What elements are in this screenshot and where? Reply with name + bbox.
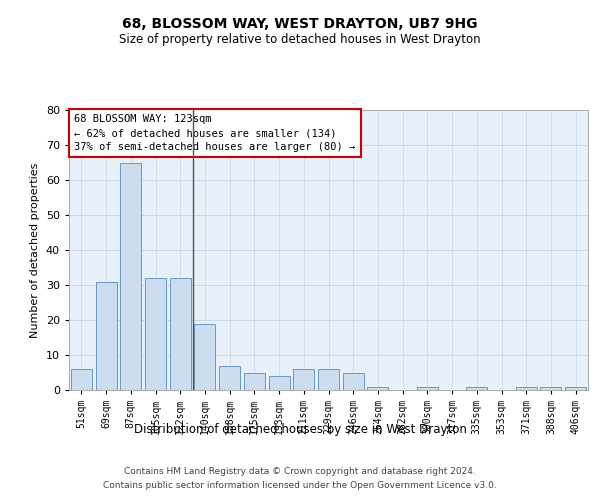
Bar [95,282,116,390]
Bar [120,162,141,390]
Bar [244,372,265,390]
Bar [71,369,92,390]
Text: Size of property relative to detached houses in West Drayton: Size of property relative to detached ho… [119,32,481,46]
Text: Contains public sector information licensed under the Open Government Licence v3: Contains public sector information licen… [103,481,497,490]
Bar [145,278,166,390]
Bar [194,324,215,390]
Bar [170,278,191,390]
Text: Contains HM Land Registry data © Crown copyright and database right 2024.: Contains HM Land Registry data © Crown c… [124,468,476,476]
Bar [318,369,339,390]
Text: 68 BLOSSOM WAY: 123sqm
← 62% of detached houses are smaller (134)
37% of semi-de: 68 BLOSSOM WAY: 123sqm ← 62% of detached… [74,114,355,152]
Bar [516,386,537,390]
Y-axis label: Number of detached properties: Number of detached properties [30,162,40,338]
Bar [293,369,314,390]
Text: Distribution of detached houses by size in West Drayton: Distribution of detached houses by size … [134,422,466,436]
Bar [466,386,487,390]
Bar [417,386,438,390]
Bar [269,376,290,390]
Bar [343,372,364,390]
Bar [219,366,240,390]
Text: 68, BLOSSOM WAY, WEST DRAYTON, UB7 9HG: 68, BLOSSOM WAY, WEST DRAYTON, UB7 9HG [122,18,478,32]
Bar [541,386,562,390]
Bar [565,386,586,390]
Bar [367,386,388,390]
